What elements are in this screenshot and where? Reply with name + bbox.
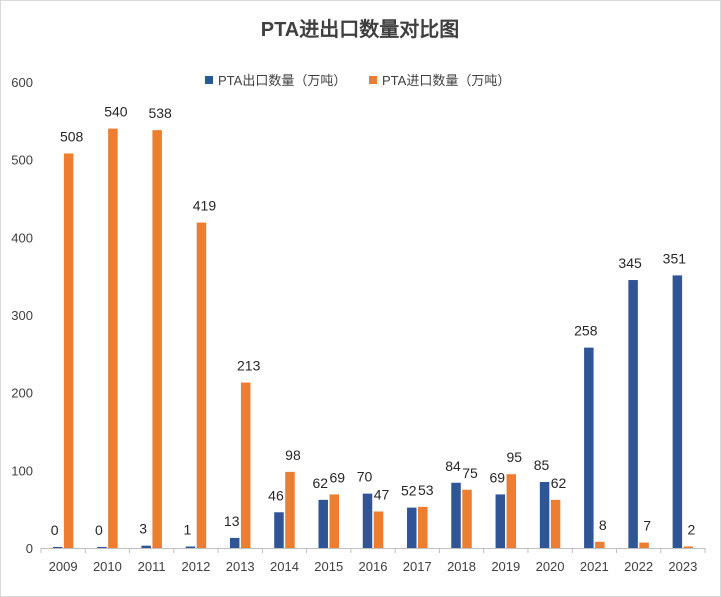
bar-export bbox=[407, 507, 417, 548]
data-label-import: 75 bbox=[462, 465, 478, 481]
bar-import bbox=[373, 511, 384, 548]
data-label-export: 258 bbox=[574, 323, 598, 339]
bar-import bbox=[108, 128, 118, 548]
y-tick-label: 300 bbox=[11, 308, 33, 323]
y-tick-label: 600 bbox=[11, 75, 33, 90]
bar-import bbox=[639, 542, 649, 548]
bar-export bbox=[97, 547, 107, 548]
bar-export bbox=[362, 493, 373, 548]
y-tick-label: 0 bbox=[26, 541, 33, 556]
bar-import bbox=[595, 541, 605, 548]
bar-import bbox=[550, 499, 561, 548]
legend-label-import: PTA进口数量（万吨） bbox=[382, 73, 510, 88]
data-label-import: 53 bbox=[418, 482, 434, 498]
data-label-import: 419 bbox=[193, 198, 217, 214]
bar-export bbox=[628, 280, 638, 548]
bar-export bbox=[672, 275, 683, 548]
bar-export bbox=[141, 545, 151, 548]
x-tick-label: 2019 bbox=[491, 559, 520, 574]
y-tick-label: 200 bbox=[11, 386, 33, 401]
bar-import bbox=[152, 130, 162, 549]
bar-export bbox=[318, 499, 328, 548]
x-tick-label: 2022 bbox=[624, 559, 653, 574]
bar-import bbox=[240, 382, 251, 548]
data-label-export: 351 bbox=[663, 250, 687, 266]
bar-export bbox=[584, 347, 594, 548]
x-tick-label: 2012 bbox=[181, 559, 210, 574]
x-tick-label: 2017 bbox=[403, 559, 432, 574]
data-label-import: 95 bbox=[507, 449, 523, 465]
x-tick-label: 2021 bbox=[580, 559, 609, 574]
bar-export bbox=[495, 494, 506, 548]
data-label-export: 0 bbox=[51, 522, 59, 538]
data-label-export: 85 bbox=[534, 457, 550, 473]
data-label-export: 3 bbox=[139, 521, 147, 537]
x-tick-label: 2016 bbox=[359, 559, 388, 574]
bar-import bbox=[329, 494, 339, 548]
x-tick-label: 2018 bbox=[447, 559, 476, 574]
bar-export bbox=[539, 481, 550, 548]
bar-import bbox=[506, 474, 517, 548]
legend: PTA出口数量（万吨） PTA进口数量（万吨） bbox=[205, 73, 510, 88]
data-label-import: 540 bbox=[104, 104, 128, 120]
data-label-import: 7 bbox=[643, 518, 651, 534]
bar-export bbox=[451, 482, 461, 548]
data-label-import: 62 bbox=[551, 475, 567, 491]
data-label-export: 345 bbox=[618, 255, 642, 271]
data-label-import: 8 bbox=[599, 517, 607, 533]
bar-import bbox=[285, 471, 295, 548]
bar-import bbox=[462, 489, 472, 548]
bar-export bbox=[274, 512, 284, 548]
x-tick-label: 2013 bbox=[226, 559, 255, 574]
y-tick-label: 100 bbox=[11, 463, 33, 478]
y-axis: 0 100 200 300 400 500 600 bbox=[11, 75, 33, 556]
bar-import bbox=[683, 546, 694, 548]
x-axis: 2009 2010 2011 2012 2013 2014 2015 2016 2017 2018… bbox=[40, 548, 706, 574]
data-label-export: 62 bbox=[312, 475, 328, 491]
data-label-import: 47 bbox=[374, 486, 390, 502]
data-label-import: 213 bbox=[237, 358, 261, 374]
data-label-export: 46 bbox=[268, 487, 284, 503]
chart-title: PTA进出口数量对比图 bbox=[261, 17, 460, 41]
data-label-export: 70 bbox=[357, 469, 373, 485]
bar-import bbox=[418, 506, 428, 548]
x-tick-label: 2023 bbox=[668, 559, 697, 574]
data-label-import: 2 bbox=[687, 521, 695, 537]
data-label-export: 84 bbox=[445, 458, 461, 474]
y-tick-label: 500 bbox=[11, 153, 33, 168]
x-tick-label: 2009 bbox=[49, 559, 78, 574]
data-label-import: 69 bbox=[329, 469, 345, 485]
x-tick-label: 2020 bbox=[536, 559, 565, 574]
data-label-export: 0 bbox=[95, 522, 103, 538]
bar-export bbox=[52, 547, 63, 548]
x-tick-label: 2011 bbox=[138, 559, 166, 574]
legend-swatch-import bbox=[369, 76, 377, 84]
bar-import bbox=[196, 222, 207, 548]
x-tick-label: 2015 bbox=[314, 559, 343, 574]
bar-import bbox=[63, 153, 74, 548]
bar-export bbox=[185, 546, 196, 548]
data-label-export: 13 bbox=[224, 513, 240, 529]
data-label-import: 508 bbox=[60, 128, 84, 144]
legend-label-export: PTA出口数量（万吨） bbox=[218, 73, 346, 88]
bars bbox=[52, 128, 694, 549]
x-tick-label: 2010 bbox=[93, 559, 122, 574]
x-tick-label: 2014 bbox=[270, 559, 299, 574]
data-label-export: 69 bbox=[490, 469, 506, 485]
data-label-export: 52 bbox=[401, 483, 417, 499]
y-tick-label: 400 bbox=[11, 230, 33, 245]
bar-export bbox=[229, 537, 240, 548]
data-label-export: 1 bbox=[184, 522, 192, 538]
legend-swatch-export bbox=[205, 76, 213, 84]
data-label-import: 98 bbox=[285, 447, 301, 463]
data-label-import: 538 bbox=[148, 105, 172, 121]
